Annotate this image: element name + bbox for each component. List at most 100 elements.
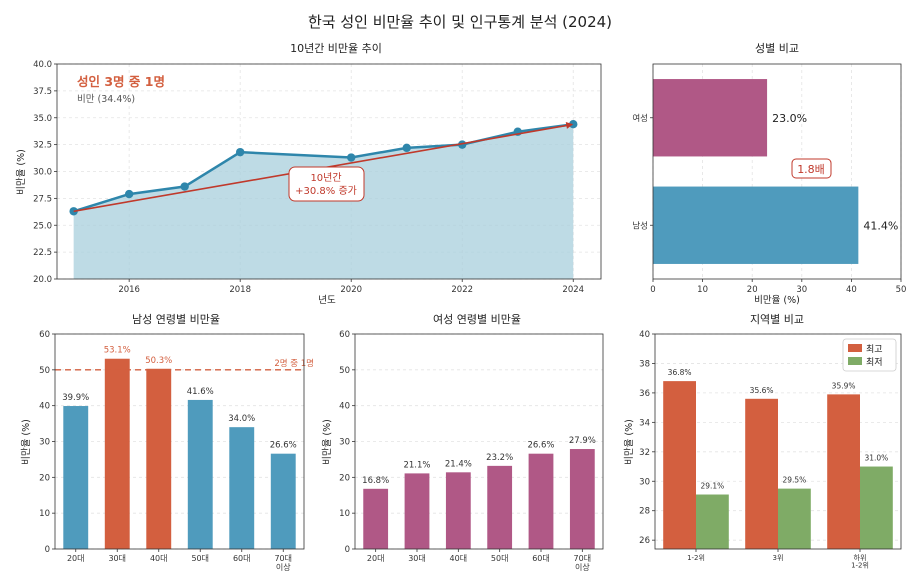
trend-point [402,143,411,153]
trend-points [69,120,578,216]
trend-annotation-line2: +30.8% 증가 [295,185,357,197]
female-ytick-label: 60 [339,330,350,340]
trend-annotation-box [288,166,365,202]
female-grid [355,333,603,550]
female-category-label: 60대 [532,554,550,563]
region-ytick-label: 40 [639,330,650,340]
male-bars: 39.9% 53.1% 50.3% 41.6% 34.0% 26.6% [62,346,297,549]
male-bar-value: 34.0% [228,414,255,424]
region-bar-max [745,398,778,549]
trend-headline: 성인 3명 중 1명 [77,74,165,89]
male-category-label: 40대 [150,554,168,563]
region-ylabel: 비만율 (%) [624,419,635,465]
female-category-label: 30대 [408,554,426,563]
region-ytick-label: 26 [639,536,650,546]
trend-ytick-label: 37.5 [33,87,52,97]
gender-xtick-label: 50 [896,285,907,295]
region-bar-value: 35.9% [832,381,856,390]
male-reference-label: 2명 중 1명 [274,358,314,369]
female-category-label: 40대 [450,554,468,563]
trend-ytick-label: 25.0 [33,221,52,231]
female-ticks: 0 10 20 30 40 50 60 20대 30대 40대 50대 60대 70대 이상 [339,330,591,572]
trend-xtick-label: 2020 [340,285,362,295]
female-ytick-label: 10 [339,509,350,519]
female-ytick-label: 20 [339,473,350,483]
gender-axes-frame [652,63,902,280]
gender-ratio-label: 1.8배 [797,163,825,176]
region-ticks: 26 28 30 32 34 36 38 40 1-2위 3위 하위 1-2위 [639,330,869,570]
male-ytick-label: 40 [39,402,50,412]
gender-ratio-box [791,158,832,179]
male-category-label: 60대 [233,554,251,563]
female-age-panel: 여성 연령별 비만율 16.8% 21.1% 21.4% 23.2% 26.6% 27.9… [322,313,604,572]
region-bar-value: 36.8% [668,368,692,377]
female-bar [363,488,389,549]
male-bar-value: 53.1% [104,346,131,356]
female-bar [569,449,595,549]
male-category-label: 70대 이상 [274,554,292,572]
male-bar-value: 39.9% [62,393,89,403]
region-ytick-label: 30 [639,477,650,487]
trend-point [347,153,356,162]
female-bar-value: 26.6% [527,441,554,451]
region-bar-min [696,494,729,549]
trend-title: 10년간 비만율 추이 [290,42,382,55]
male-ytick-label: 0 [45,545,50,555]
female-bar-value: 27.9% [569,436,596,446]
female-bar-value: 21.1% [403,460,430,470]
female-category-label: 70대 이상 [574,554,592,572]
region-ytick-label: 38 [639,359,650,369]
region-category-label: 1-2위 [687,554,705,562]
region-ytick-label: 36 [639,389,650,399]
male-bar [146,368,172,549]
gender-bar-value: 23.0% [772,112,807,125]
trend-ytick-label: 35.0 [33,114,52,124]
male-bar [270,453,296,549]
trend-xtick-label: 2022 [451,285,473,295]
male-category-label: 20대 [67,554,85,563]
trend-xtick-label: 2018 [229,285,251,295]
region-bar-value: 31.0% [864,454,888,463]
gender-bars: 23.0% 41.4% [653,79,898,264]
female-ytick-label: 40 [339,402,350,412]
male-age-title: 남성 연령별 비만율 [132,313,220,326]
trend-ytick-label: 27.5 [33,194,52,204]
female-bar [528,453,554,549]
gender-xtick-label: 10 [697,285,708,295]
gender-bar-value: 41.4% [863,219,898,232]
figure-title: 한국 성인 비만율 추이 및 인구통계 분석 (2024) [308,13,612,31]
region-category-label: 하위 1-2위 [851,553,869,570]
trend-point [124,189,134,199]
trend-ytick-label: 40.0 [33,60,52,70]
trend-xlabel: 년도 [318,295,336,306]
male-ytick-label: 60 [39,330,50,340]
region-panel: 지역별 비교 36.8% 29.1% 35.6% 29.5% 35.9% 31.0% 26… [624,313,902,570]
male-bar [104,358,130,549]
region-title: 지역별 비교 [750,313,804,326]
male-bar [229,427,255,549]
male-category-label: 30대 [108,554,126,563]
female-bar [487,465,513,549]
female-ytick-label: 0 [345,545,350,555]
female-bar-value: 21.4% [445,459,472,469]
trend-ticks: 20.0 22.5 25.0 27.5 30.0 32.5 35.0 37.5 40.0 2016… [33,60,584,295]
male-ylabel: 비만율 (%) [21,419,32,465]
trend-ytick-label: 30.0 [33,168,52,178]
region-bar-min [778,488,811,549]
trend-point [180,182,189,191]
gender-bar-female [653,79,768,157]
trend-ytick-label: 22.5 [33,248,52,258]
region-bar-max [663,381,696,549]
region-bars: 36.8% 29.1% 35.6% 29.5% 35.9% 31.0% [663,368,893,549]
region-legend-max-swatch [848,344,862,352]
female-ytick-label: 50 [339,366,350,376]
trend-xtick-label: 2016 [118,285,140,295]
gender-xtick-label: 30 [796,285,807,295]
male-bar-value: 26.6% [270,441,297,451]
gender-bar-male [653,186,859,264]
male-ytick-label: 10 [39,509,50,519]
region-bar-value: 29.1% [700,482,724,491]
